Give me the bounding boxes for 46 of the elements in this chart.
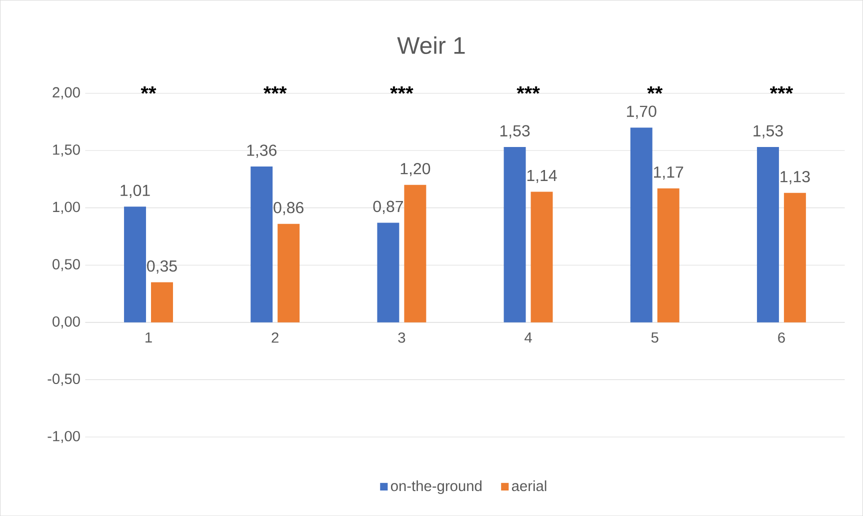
- y-tick-label: 1,50: [53, 144, 80, 156]
- bar: [278, 224, 300, 322]
- annotation: ***: [770, 86, 794, 94]
- annotation: ***: [516, 86, 540, 94]
- data-label: 1,14: [527, 170, 557, 183]
- bar: [404, 184, 426, 322]
- y-tick-label: -1,00: [48, 430, 80, 443]
- y-tick-label: -0,50: [48, 374, 80, 386]
- data-label: 0,86: [274, 202, 304, 216]
- bar: [151, 282, 173, 322]
- legend-label: aerial: [512, 480, 546, 492]
- annotation: ***: [263, 86, 287, 94]
- y-tick-label: 2,00: [52, 87, 80, 100]
- bar: [377, 222, 400, 322]
- bar: [784, 192, 806, 322]
- bar: [530, 192, 553, 322]
- x-tick-label: 6: [778, 332, 785, 343]
- bar: [504, 146, 526, 322]
- x-tick-label: 2: [272, 332, 278, 343]
- annotation: ***: [390, 86, 414, 94]
- data-label: 1,70: [627, 106, 656, 119]
- y-tick-label: 1,00: [53, 202, 80, 214]
- annotation: **: [647, 86, 663, 94]
- x-tick-label: 4: [524, 332, 532, 342]
- bar: [630, 127, 652, 322]
- x-tick-label: 5: [651, 332, 658, 343]
- x-tick-label: 1: [146, 332, 152, 342]
- bar: [657, 188, 680, 322]
- y-tick-label: 0,50: [52, 258, 80, 272]
- bar: [124, 206, 146, 322]
- data-label: 1,20: [400, 162, 430, 176]
- bar: [250, 166, 273, 322]
- data-label: 1,53: [754, 125, 783, 138]
- data-label: 0,35: [147, 260, 177, 274]
- y-tick-label: 0,00: [52, 316, 80, 328]
- x-tick-label: 3: [398, 332, 406, 343]
- data-label: 1,53: [500, 125, 530, 138]
- data-label: 1,13: [780, 170, 810, 184]
- bar: [756, 146, 779, 322]
- data-label: 0,87: [373, 200, 403, 214]
- chart-title: Weir 1: [397, 36, 465, 54]
- data-label: 1,36: [247, 144, 276, 158]
- legend-label: on-the-ground: [390, 480, 482, 494]
- data-label: 1,17: [654, 166, 684, 180]
- annotation: **: [140, 86, 156, 94]
- data-label: 1,01: [120, 184, 150, 198]
